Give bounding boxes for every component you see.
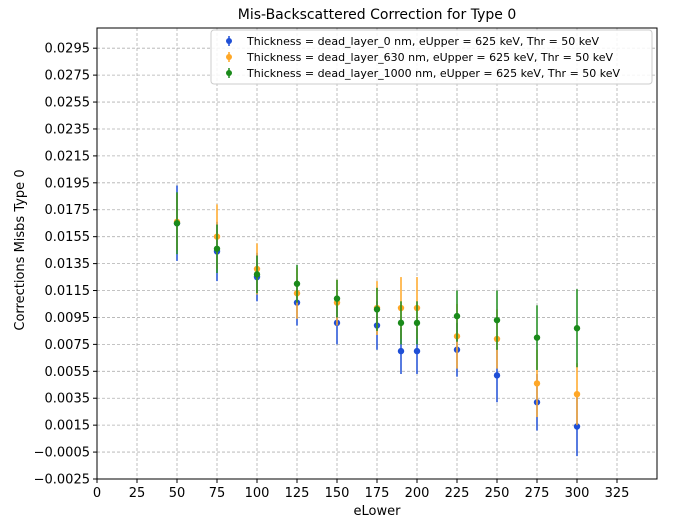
data-point xyxy=(493,316,501,324)
legend: Thickness = dead_layer_0 nm, eUpper = 62… xyxy=(210,29,653,85)
x-tick-label: 50 xyxy=(169,486,186,501)
x-tick-label: 75 xyxy=(209,486,226,501)
y-tick-label: −0.0025 xyxy=(34,473,90,488)
y-tick-label: 0.0015 xyxy=(45,419,91,434)
series-2 xyxy=(173,192,581,370)
data-point xyxy=(413,319,421,327)
x-tick-label: 25 xyxy=(129,486,146,501)
data-markers xyxy=(173,185,581,457)
legend-box xyxy=(210,29,653,85)
y-tick-label: 0.0215 xyxy=(45,149,91,164)
legend-entry-label: Thickness = dead_layer_1000 nm, eUpper =… xyxy=(246,67,621,80)
x-tick-label: 275 xyxy=(525,486,550,501)
y-axis-ticks: −0.0025 −0.0005 0.0015 0.0035 0.0055 0.0075 0.… xyxy=(34,42,97,488)
data-point xyxy=(373,306,381,313)
x-tick-label: 150 xyxy=(325,486,350,501)
data-point xyxy=(253,271,261,278)
y-tick-label: 0.0175 xyxy=(45,203,91,218)
data-point xyxy=(413,347,421,355)
data-point xyxy=(397,319,405,327)
y-tick-label: 0.0235 xyxy=(45,122,91,137)
x-tick-label: 200 xyxy=(405,486,430,501)
x-tick-label: 0 xyxy=(93,486,101,501)
data-point xyxy=(333,295,341,302)
y-tick-label: 0.0255 xyxy=(45,96,91,111)
y-axis-label: Corrections Misbs Type 0 xyxy=(13,169,28,330)
data-point xyxy=(493,372,501,379)
y-tick-label: 0.0135 xyxy=(45,257,91,272)
x-axis-label: eLower xyxy=(354,504,402,519)
y-tick-label: 0.0295 xyxy=(45,42,91,57)
data-point xyxy=(453,312,461,320)
x-tick-label: 125 xyxy=(285,486,310,501)
x-tick-label: 300 xyxy=(565,486,590,501)
x-tick-label: 175 xyxy=(365,486,390,501)
x-tick-label: 325 xyxy=(605,486,630,501)
legend-marker xyxy=(226,54,232,60)
x-tick-label: 100 xyxy=(245,486,270,501)
y-tick-label: 0.0035 xyxy=(45,392,91,407)
legend-entry-label: Thickness = dead_layer_630 nm, eUpper = … xyxy=(246,51,614,64)
data-point xyxy=(533,380,541,387)
grid xyxy=(96,28,657,480)
legend-marker xyxy=(226,70,232,76)
x-tick-label: 250 xyxy=(485,486,510,501)
y-tick-label: 0.0155 xyxy=(45,230,91,245)
data-point xyxy=(573,423,581,430)
x-tick-label: 225 xyxy=(445,486,470,501)
y-tick-label: 0.0275 xyxy=(45,69,91,84)
data-point xyxy=(397,347,405,355)
data-point xyxy=(573,390,581,398)
y-tick-label: 0.0195 xyxy=(45,176,91,191)
y-tick-label: −0.0005 xyxy=(34,446,90,461)
y-tick-label: 0.0075 xyxy=(45,338,91,353)
data-point xyxy=(213,245,221,252)
y-tick-label: 0.0095 xyxy=(45,311,91,326)
legend-marker xyxy=(226,38,232,44)
x-axis-ticks: 0 25 50 75 100 125 150 175 200 225 250 275 300 325 xyxy=(93,479,630,501)
data-point xyxy=(533,334,541,341)
data-point xyxy=(173,220,181,227)
chart-title: Mis-Backscattered Correction for Type 0 xyxy=(238,7,516,23)
data-point xyxy=(293,280,301,287)
legend-entry-label: Thickness = dead_layer_0 nm, eUpper = 62… xyxy=(246,35,600,48)
y-tick-label: 0.0115 xyxy=(45,284,91,299)
y-tick-label: 0.0055 xyxy=(45,365,91,380)
data-point xyxy=(573,325,581,332)
